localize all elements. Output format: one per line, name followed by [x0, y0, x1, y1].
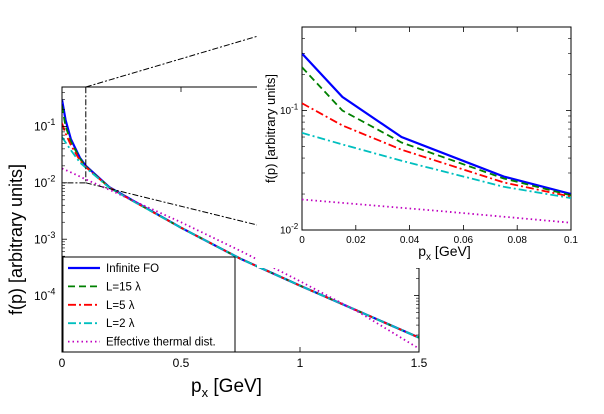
legend-label-2: L=15 λ — [106, 281, 141, 293]
main-y-tick-label: 10-3 — [34, 230, 55, 246]
main-y-tick-exponent: -4 — [47, 286, 55, 296]
main-y-axis-label: f(p) [arbitrary units] — [6, 164, 26, 315]
inset-y-tick-base: 10 — [280, 106, 292, 117]
inset-series-line-2 — [302, 66, 571, 197]
main-x-axis-label: px [GeV] — [191, 376, 262, 400]
main-x-axis-label-unit: [GeV] — [208, 376, 262, 397]
inset-y-tick-label: 10-1 — [280, 103, 299, 118]
inset-x-axis-label: px [GeV] — [418, 243, 470, 263]
legend-label-3: L=5 λ — [106, 300, 135, 312]
main-y-tick-base: 10 — [34, 232, 48, 246]
inset-y-tick-label: 10-2 — [280, 222, 299, 237]
main-x-tick-label: 0.5 — [173, 356, 190, 370]
inset-x-tick-label: 0.04 — [400, 235, 420, 246]
inset-x-tick-label: 0.08 — [507, 235, 527, 246]
main-y-tick-exponent: -2 — [47, 174, 55, 184]
main-series-line-4 — [62, 136, 419, 339]
inset-x-axis-label-p: p — [418, 243, 426, 259]
legend-label-5: Effective thermal dist. — [106, 337, 216, 349]
inset-x-tick-label: 0.06 — [454, 235, 474, 246]
inset-plot-area — [301, 26, 572, 231]
main-y-tick-exponent: -1 — [47, 117, 55, 127]
inset-series-line-1 — [302, 52, 571, 196]
main-x-tick-label: 0 — [59, 356, 66, 370]
inset-series-line-3 — [302, 102, 571, 198]
inset-y-tick-exponent: -2 — [291, 222, 299, 231]
main-y-tick-base: 10 — [34, 289, 48, 303]
legend-label-1: Infinite FO — [106, 263, 159, 275]
inset-x-axis-label-unit: [GeV] — [431, 243, 471, 259]
inset-y-tick-base: 10 — [280, 226, 292, 237]
main-y-tick-base: 10 — [34, 120, 48, 134]
main-x-axis-label-sub: x — [202, 385, 209, 400]
zoom-connector-top — [85, 22, 303, 88]
inset-x-axis-label-sub: x — [426, 252, 431, 263]
main-y-tick-label: 10-4 — [34, 286, 55, 302]
inset-series-line-4 — [302, 132, 571, 199]
inset-y-axis-label: f(p) [arbitrary units] — [263, 74, 278, 183]
main-y-tick-exponent: -3 — [47, 230, 55, 240]
inset-x-tick-label: 0 — [299, 235, 305, 246]
main-x-tick-label: 1 — [297, 356, 304, 370]
main-x-axis-label-p: p — [191, 376, 202, 397]
main-y-tick-label: 10-1 — [34, 117, 55, 133]
main-series-line-5 — [62, 167, 419, 350]
main-y-tick-base: 10 — [34, 176, 48, 190]
inset-x-tick-label: 0.1 — [564, 235, 578, 246]
inset-x-tick-label: 0.02 — [346, 235, 366, 246]
inset-y-tick-exponent: -1 — [291, 103, 299, 112]
main-x-tick-label: 1.5 — [411, 356, 428, 370]
main-y-tick-label: 10-2 — [34, 174, 55, 190]
legend-label-4: L=2 λ — [106, 318, 135, 330]
